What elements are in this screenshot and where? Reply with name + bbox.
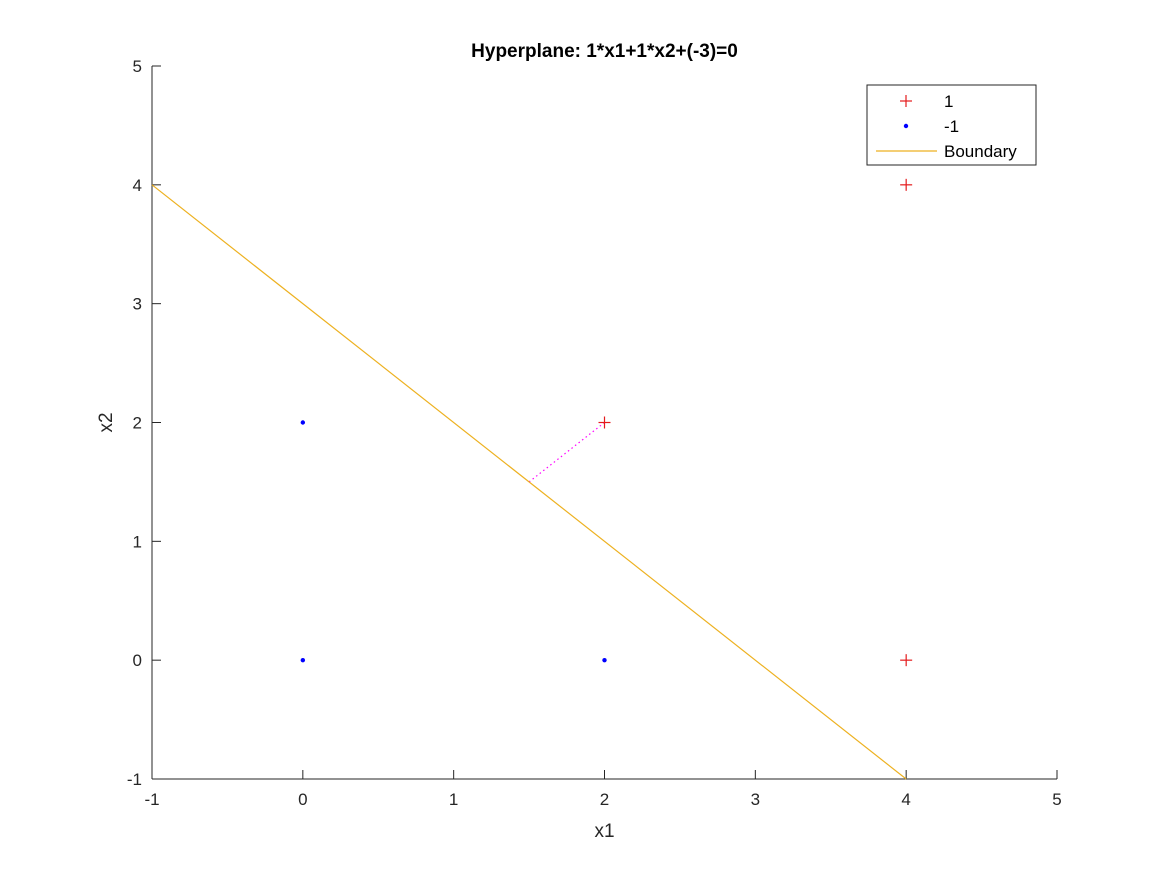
x-tick-label: 5 <box>1052 790 1061 809</box>
positive-point <box>900 178 913 191</box>
y-axis-label: x2 <box>96 412 117 432</box>
legend-entry-label: 1 <box>944 92 953 111</box>
x-tick-label: -1 <box>144 790 159 809</box>
y-tick-label: 0 <box>133 651 142 670</box>
boundary-line <box>151 184 907 780</box>
legend-marker <box>900 95 912 107</box>
y-tick-label: 3 <box>133 295 142 314</box>
legend-box <box>866 84 1037 166</box>
legend: 1 -1 Boundary <box>866 84 1037 166</box>
y-tick-label: 2 <box>133 414 142 433</box>
x-tick-label: 3 <box>751 790 760 809</box>
negative-point <box>300 420 306 425</box>
y-tick-label: 5 <box>133 57 142 76</box>
legend-entry-label: -1 <box>944 117 959 136</box>
x-tick-label: 1 <box>449 790 458 809</box>
x-tick-label: 2 <box>600 790 609 809</box>
x-tick-label: 4 <box>901 790 910 809</box>
negative-point <box>602 657 607 663</box>
y-tick-label: 4 <box>133 176 142 195</box>
axis-ticks: -1 0 1 2 3 4 5 -1 0 1 2 3 4 5 <box>127 57 1062 809</box>
chart-title: Hyperplane: 1*x1+1*x2+(-3)=0 <box>471 41 738 62</box>
plot-marks <box>151 178 913 780</box>
negative-point <box>300 657 306 663</box>
y-tick-label: -1 <box>127 770 142 789</box>
legend-entry-label: Boundary <box>944 142 1017 161</box>
y-tick-label: 1 <box>133 532 142 551</box>
x-axis-label: x1 <box>594 821 614 842</box>
legend-marker <box>903 123 909 129</box>
positive-point <box>598 416 611 429</box>
x-tick-label: 0 <box>298 790 307 809</box>
positive-point <box>900 654 913 667</box>
